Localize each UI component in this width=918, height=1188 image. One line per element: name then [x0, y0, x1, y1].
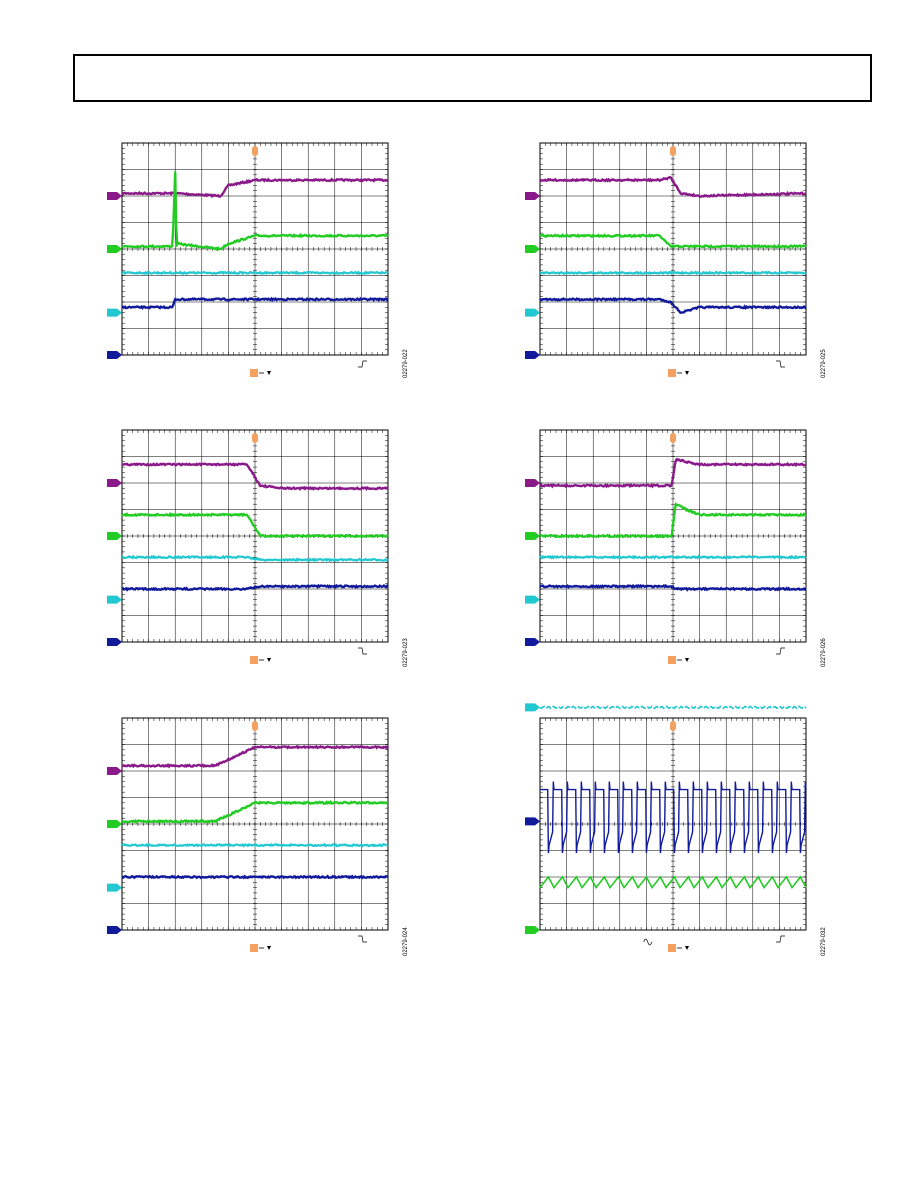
channel-ch4-marker-icon	[107, 926, 122, 934]
trace-ch4	[539, 583, 807, 592]
trace-ch4	[539, 296, 807, 315]
figure-id: 02279-032	[821, 927, 827, 956]
trace-ch2	[121, 511, 389, 539]
ac-coupling-icon	[643, 938, 653, 946]
figure-id: 02279-024	[403, 927, 409, 956]
rising-edge-icon	[776, 647, 785, 655]
trace-ch3	[121, 842, 389, 848]
scope-plot-5	[104, 716, 390, 952]
falling-edge-icon	[776, 360, 785, 368]
scope-plot-2	[522, 141, 808, 377]
trace-ch4	[121, 874, 389, 880]
falling-edge-icon	[358, 647, 367, 655]
channel-ch3-marker-icon	[107, 883, 122, 892]
scope-plot-3	[104, 428, 390, 664]
trace-ch4	[121, 296, 389, 311]
trigger-level-icon	[267, 658, 271, 662]
figure-id: 02279-022	[403, 349, 409, 378]
channel-ch4-marker-icon	[525, 638, 540, 646]
scope-plot-4	[522, 428, 808, 664]
trace-ch3	[121, 554, 389, 563]
scope-plot-6	[522, 703, 808, 952]
trigger-channel-icon	[668, 656, 676, 664]
figure-id: 02279-026	[821, 638, 827, 667]
trigger-channel-icon	[250, 656, 258, 664]
channel-ch2-marker-icon	[107, 532, 122, 540]
trace-ch1	[122, 462, 389, 492]
trigger-channel-icon	[668, 369, 676, 377]
channel-ch4-marker-icon	[107, 638, 122, 646]
trace-ch1	[121, 744, 389, 769]
trigger-position-icon	[252, 721, 258, 731]
channel-ch2-marker-icon	[525, 245, 540, 253]
channel-ch1-marker-icon	[525, 479, 540, 487]
trigger-position-icon	[670, 433, 676, 443]
channel-ch3-marker-icon	[525, 595, 540, 604]
trace-ch2	[539, 502, 807, 539]
trace-ch1	[539, 457, 807, 489]
channel-ch3-marker-icon	[107, 308, 122, 317]
trigger-level-icon	[685, 658, 689, 662]
rising-edge-icon	[358, 360, 367, 368]
figure-id: 02279-025	[821, 349, 827, 378]
trigger-channel-icon	[668, 944, 676, 952]
channel-ch2-marker-icon	[525, 532, 540, 540]
channel-ch2-marker-icon	[107, 820, 122, 828]
trace-ch3	[121, 270, 389, 276]
channel-ch4-marker-icon	[107, 351, 122, 359]
channel-ch4-marker-icon	[525, 817, 540, 826]
trigger-position-icon	[670, 146, 676, 156]
falling-edge-icon	[358, 935, 367, 943]
trace-ch2	[539, 875, 807, 890]
channel-ch1-marker-icon	[525, 192, 540, 200]
trace-ch3	[539, 270, 807, 276]
trace-ch2	[121, 800, 388, 824]
channel-ch3-marker-icon	[107, 595, 122, 604]
trigger-level-icon	[685, 371, 689, 375]
channel-ch1-marker-icon	[107, 479, 122, 487]
trigger-level-icon	[267, 946, 271, 950]
trigger-level-icon	[267, 371, 271, 375]
trace-ch2	[539, 233, 807, 249]
trigger-position-icon	[252, 433, 258, 443]
channel-ch2-marker-icon	[525, 926, 540, 934]
page-header-box	[73, 54, 872, 102]
trace-ch3	[539, 705, 807, 710]
figure-id: 02279-023	[403, 638, 409, 667]
channel-ch1-marker-icon	[107, 192, 122, 200]
scope-plot-1	[104, 141, 390, 377]
trigger-channel-icon	[250, 944, 258, 952]
trace-ch1	[539, 175, 807, 199]
trace-ch1	[121, 177, 389, 199]
trace-ch2	[121, 171, 389, 252]
trigger-channel-icon	[250, 369, 258, 377]
rising-edge-icon	[776, 935, 785, 943]
trace-ch4	[121, 583, 389, 592]
channel-ch4-marker-icon	[525, 351, 540, 359]
trace-ch3	[539, 554, 807, 560]
channel-ch3-marker-icon	[525, 308, 540, 317]
channel-ch1-marker-icon	[107, 767, 122, 775]
trace-ch4	[540, 781, 807, 854]
trigger-level-icon	[685, 946, 689, 950]
channel-ch2-marker-icon	[107, 245, 122, 253]
channel-ch3-marker-icon	[525, 703, 540, 712]
trigger-position-icon	[670, 721, 676, 731]
trigger-position-icon	[252, 146, 258, 156]
